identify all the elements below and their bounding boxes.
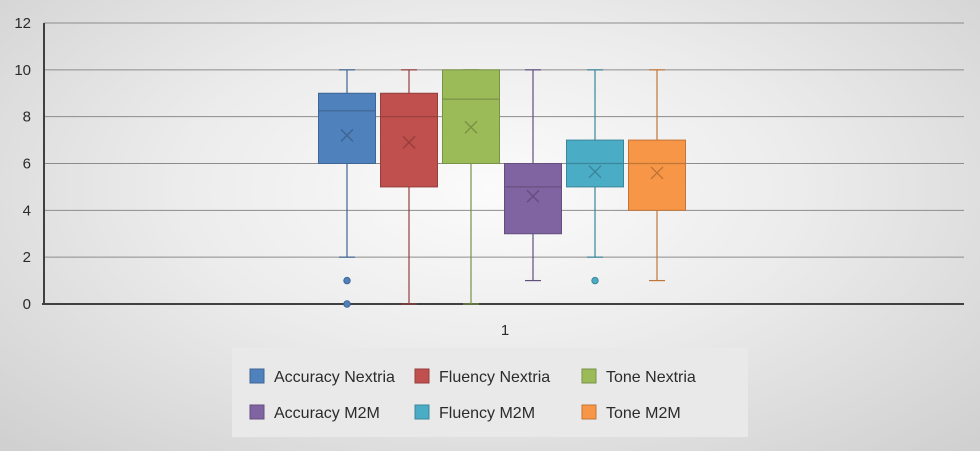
legend-label: Fluency M2M	[439, 405, 535, 422]
legend-swatch	[249, 404, 265, 420]
legend-swatch	[249, 368, 265, 384]
box-body	[318, 92, 376, 164]
legend-box	[232, 348, 748, 437]
box-outlier-point	[343, 300, 351, 308]
box-body	[628, 139, 686, 211]
legend-swatch	[581, 368, 597, 384]
x-tick-label: 1	[501, 322, 509, 339]
legend-swatch	[414, 368, 430, 384]
y-tick-label: 8	[23, 109, 31, 126]
box-body	[380, 92, 438, 188]
box-mean-marker	[340, 128, 354, 142]
legend-swatch	[581, 404, 597, 420]
legend-label: Fluency Nextria	[439, 369, 550, 386]
legend-label: Accuracy M2M	[274, 405, 380, 422]
box-mean-marker	[588, 165, 602, 179]
legend-label: Accuracy Nextria	[274, 369, 395, 386]
legend-swatch	[414, 404, 430, 420]
y-tick-label: 4	[23, 202, 31, 219]
legend-label: Tone Nextria	[606, 369, 696, 386]
box-mean-marker	[402, 135, 416, 149]
box-mean-marker	[526, 189, 540, 203]
y-tick-label: 10	[14, 62, 31, 79]
legend-label: Tone M2M	[606, 405, 681, 422]
y-tick-label: 2	[23, 249, 31, 266]
box-mean-marker	[650, 166, 664, 180]
y-tick-label: 12	[14, 15, 31, 32]
y-tick-label: 0	[23, 296, 31, 313]
box-body	[442, 69, 500, 164]
y-tick-label: 6	[23, 156, 31, 173]
box-mean-marker	[464, 120, 478, 134]
box-body	[504, 163, 562, 235]
box-outlier-point	[343, 276, 351, 285]
box-outlier-point	[591, 276, 599, 285]
